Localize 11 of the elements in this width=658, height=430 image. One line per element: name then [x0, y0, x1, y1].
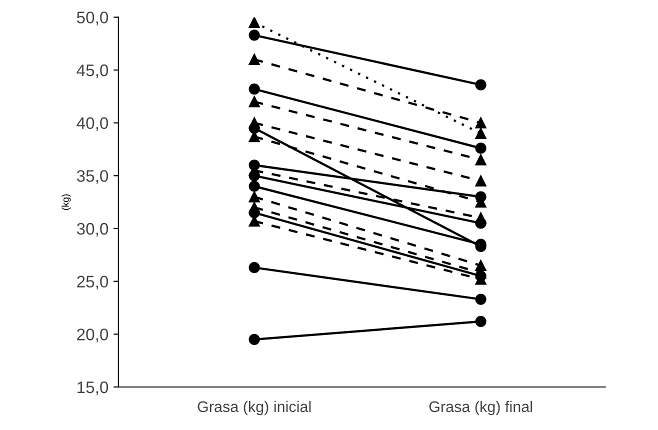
x-tick-label: Grasa (kg) final [429, 400, 532, 416]
y-tick-label: 35,0 [76, 170, 108, 184]
y-tick-label: 30,0 [76, 222, 108, 237]
x-tick-label: Grasa (kg) inicial [198, 400, 311, 416]
y-tick-label: 20,0 [77, 328, 108, 342]
y-tick-label: 15,0 [78, 381, 108, 396]
y-tick-label: 45,0 [76, 64, 108, 78]
y-tick-label: 50,0 [76, 12, 108, 26]
y-axis-title: (kg) [62, 194, 71, 210]
y-tick-label: 25,0 [77, 276, 108, 290]
y-tick-label: 40,0 [76, 117, 108, 132]
